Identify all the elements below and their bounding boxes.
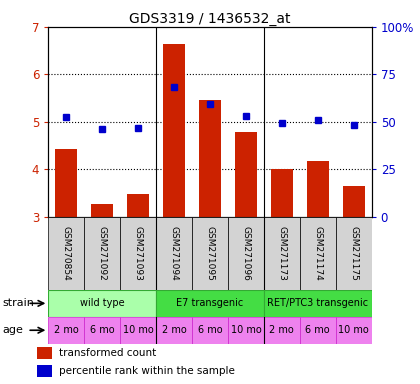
Text: 6 mo: 6 mo bbox=[198, 325, 222, 335]
Text: 2 mo: 2 mo bbox=[270, 325, 294, 335]
Bar bbox=[55, 149, 77, 217]
Text: transformed count: transformed count bbox=[59, 348, 156, 358]
Bar bbox=[156, 217, 192, 290]
Text: GSM271093: GSM271093 bbox=[134, 226, 143, 281]
Bar bbox=[199, 99, 221, 217]
Text: 2 mo: 2 mo bbox=[162, 325, 186, 335]
Bar bbox=[228, 317, 264, 344]
Text: wild type: wild type bbox=[80, 298, 124, 308]
Bar bbox=[235, 132, 257, 217]
Title: GDS3319 / 1436532_at: GDS3319 / 1436532_at bbox=[129, 12, 291, 26]
Bar bbox=[120, 317, 156, 344]
Bar bbox=[92, 204, 113, 217]
Text: GSM271174: GSM271174 bbox=[313, 226, 322, 281]
Bar bbox=[84, 317, 120, 344]
Bar bbox=[163, 43, 185, 217]
Bar bbox=[192, 317, 228, 344]
Bar bbox=[300, 317, 336, 344]
Text: 2 mo: 2 mo bbox=[54, 325, 79, 335]
Bar bbox=[48, 290, 156, 317]
Bar bbox=[336, 317, 372, 344]
Text: GSM271175: GSM271175 bbox=[349, 226, 358, 281]
Text: 6 mo: 6 mo bbox=[90, 325, 115, 335]
Text: GSM270854: GSM270854 bbox=[62, 226, 71, 281]
Bar bbox=[156, 317, 192, 344]
Bar bbox=[264, 317, 300, 344]
Bar bbox=[156, 290, 264, 317]
Text: 10 mo: 10 mo bbox=[339, 325, 369, 335]
Bar bbox=[228, 217, 264, 290]
Text: RET/PTC3 transgenic: RET/PTC3 transgenic bbox=[267, 298, 368, 308]
Bar bbox=[307, 161, 328, 217]
Text: GSM271092: GSM271092 bbox=[98, 226, 107, 281]
Bar bbox=[37, 347, 52, 359]
Bar bbox=[264, 290, 372, 317]
Text: GSM271173: GSM271173 bbox=[277, 226, 286, 281]
Text: GSM271094: GSM271094 bbox=[170, 226, 178, 281]
Bar bbox=[48, 317, 84, 344]
Bar bbox=[48, 217, 84, 290]
Bar bbox=[37, 365, 52, 376]
Text: E7 transgenic: E7 transgenic bbox=[176, 298, 244, 308]
Bar bbox=[300, 217, 336, 290]
Bar bbox=[127, 194, 149, 217]
Text: 10 mo: 10 mo bbox=[123, 325, 153, 335]
Text: percentile rank within the sample: percentile rank within the sample bbox=[59, 366, 235, 376]
Bar bbox=[192, 217, 228, 290]
Text: 10 mo: 10 mo bbox=[231, 325, 261, 335]
Bar bbox=[264, 217, 300, 290]
Text: strain: strain bbox=[2, 298, 34, 308]
Text: 6 mo: 6 mo bbox=[305, 325, 330, 335]
Bar bbox=[271, 169, 293, 217]
Bar bbox=[343, 186, 365, 217]
Bar bbox=[120, 217, 156, 290]
Text: age: age bbox=[2, 325, 23, 335]
Text: GSM271096: GSM271096 bbox=[241, 226, 250, 281]
Text: GSM271095: GSM271095 bbox=[205, 226, 215, 281]
Bar bbox=[336, 217, 372, 290]
Bar bbox=[84, 217, 120, 290]
